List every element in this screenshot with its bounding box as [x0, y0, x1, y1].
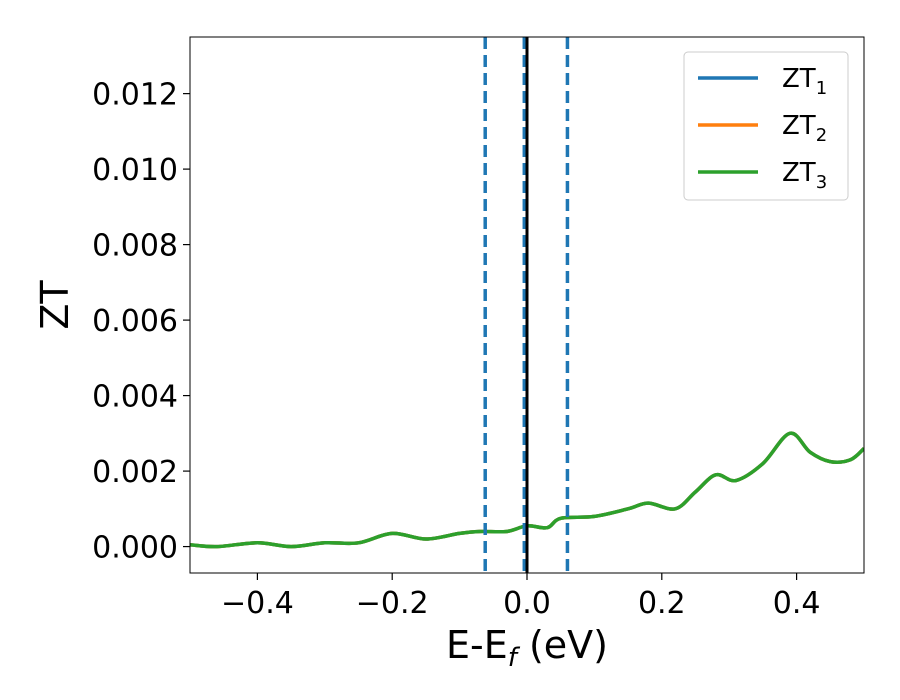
series-line-zt3 [190, 431, 864, 549]
x-tick-label: 0.2 [638, 586, 686, 621]
legend-frame [683, 51, 849, 201]
x-tick-label: −0.4 [221, 586, 294, 621]
y-tick-label: 0.012 [92, 78, 178, 113]
y-tick-label: 0.004 [92, 380, 178, 415]
y-tick-label: 0.006 [92, 304, 178, 339]
legend-label-zt2: ZT2 [782, 111, 827, 146]
x-tick-label: −0.2 [356, 586, 429, 621]
x-axis-label-main: E-E [446, 623, 508, 667]
y-axis-label: ZT [33, 280, 77, 330]
x-tick-label: 0.0 [503, 586, 551, 621]
x-axis: −0.4 −0.2 0.0 0.2 0.4 [221, 573, 820, 621]
x-tick-label: 0.4 [773, 586, 821, 621]
y-tick-label: 0.008 [92, 229, 178, 264]
y-tick-label: 0.010 [92, 153, 178, 188]
x-axis-label-unit: (eV) [517, 623, 608, 667]
legend: ZT1 ZT2 ZT3 [683, 51, 849, 201]
x-axis-label: E-Ef (eV) [446, 623, 608, 673]
legend-label-zt1: ZT1 [782, 64, 827, 99]
legend-label-zt3: ZT3 [782, 158, 827, 193]
y-tick-label: 0.000 [92, 531, 178, 566]
y-tick-label: 0.002 [92, 455, 178, 490]
y-axis: 0.000 0.002 0.004 0.006 0.008 0.010 0.012 [92, 78, 190, 566]
